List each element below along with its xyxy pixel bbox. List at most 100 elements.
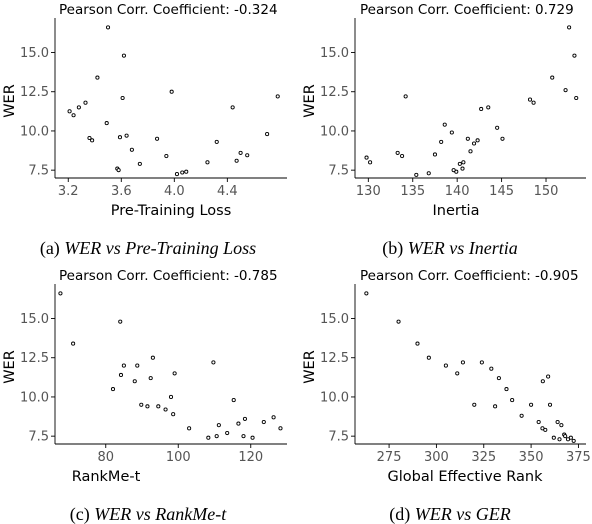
data-point (563, 434, 568, 439)
y-axis-label: WER (302, 84, 318, 118)
data-point (510, 398, 515, 403)
y-tick-label: 12.5 (320, 85, 349, 100)
data-point (174, 172, 180, 177)
caption: (d) WER vs GER (389, 504, 510, 524)
x-tick-label: 300 (424, 450, 449, 465)
y-tick-label: 15.0 (20, 312, 49, 327)
data-point (555, 419, 560, 425)
data-point (156, 404, 161, 409)
plot-area: 7.5 10.0 12.5 15.0 3.2 3.6 4.0 4.4 (20, 18, 287, 199)
data-point (135, 363, 140, 368)
data-point (139, 402, 144, 407)
panel-d: Pearson Corr. Coefficient: -0.905 WER Gl… (302, 268, 591, 524)
x-tick-label: 135 (400, 184, 425, 199)
data-point (364, 291, 369, 296)
plot-area: 7.5 10.0 12.5 15.0 80 100 120 (20, 284, 287, 465)
data-point (184, 169, 189, 174)
data-point (500, 136, 505, 141)
data-point (504, 387, 509, 392)
data-point (261, 419, 266, 425)
data-point (67, 109, 72, 114)
x-tick-label: 100 (166, 450, 191, 465)
data-point (574, 95, 579, 101)
y-tick-label: 7.5 (28, 430, 49, 445)
data-point (206, 435, 211, 440)
data-point (148, 376, 153, 381)
panel-title: Pearson Corr. Coefficient: -0.324 (59, 2, 278, 18)
data-point (105, 25, 111, 30)
data-point (187, 426, 192, 431)
caption-label: (c) (70, 504, 90, 524)
data-point (468, 149, 473, 154)
data-point (546, 374, 551, 379)
y-tick-label: 12.5 (20, 85, 49, 100)
x-tick-label: 4.4 (217, 184, 238, 199)
data-point (557, 437, 562, 442)
x-axis-label: Global Effective Rank (388, 469, 544, 485)
data-point (118, 319, 123, 324)
data-point (443, 363, 448, 368)
data-point (265, 132, 270, 137)
x-tick-label: 275 (377, 450, 402, 465)
data-point (118, 372, 124, 378)
data-point (95, 75, 100, 80)
data-point (242, 416, 247, 421)
data-point (460, 166, 465, 171)
data-point (90, 138, 95, 143)
data-point (129, 147, 134, 152)
data-point (495, 125, 500, 130)
data-point (442, 122, 447, 127)
caption-text: WER vs GER (415, 504, 511, 524)
data-point (479, 360, 484, 365)
x-tick-label: 140 (445, 184, 470, 199)
data-point (567, 25, 572, 30)
y-tick-label: 7.5 (328, 430, 349, 445)
data-point (278, 426, 283, 431)
panel-title: Pearson Corr. Coefficient: -0.785 (59, 268, 278, 284)
caption-text: WER vs RankMe-t (94, 504, 227, 524)
data-point (455, 371, 460, 376)
data-point (364, 155, 369, 160)
data-point (168, 394, 174, 399)
data-point (472, 141, 477, 146)
data-point (396, 319, 401, 324)
data-point (76, 105, 81, 110)
data-point (451, 168, 456, 173)
x-tick-label: 3.2 (58, 184, 79, 199)
panel-b: Pearson Corr. Coefficient: 0.729 WER Ine… (302, 2, 586, 259)
data-point (172, 371, 177, 376)
data-point (121, 53, 126, 58)
data-point (461, 160, 466, 165)
x-tick-label: 150 (534, 184, 559, 199)
y-axis-label: WER (302, 350, 318, 384)
caption: (a) WER vs Pre-Training Loss (40, 238, 256, 259)
data-point (489, 366, 494, 371)
x-tick-label: 325 (471, 450, 496, 465)
data-point (550, 75, 555, 80)
data-point (245, 153, 250, 158)
y-axis-label: WER (2, 84, 18, 118)
data-point (241, 434, 246, 439)
data-point (400, 153, 405, 159)
data-point (460, 360, 465, 365)
panel-title: Pearson Corr. Coefficient: -0.905 (360, 268, 579, 284)
plot-area: 7.5 10.0 12.5 15.0 130 135 140 145 150 (320, 18, 586, 199)
data-point (395, 150, 400, 155)
data-point (150, 355, 155, 360)
data-point (214, 434, 219, 439)
data-point (540, 379, 545, 384)
caption-label: (b) (382, 238, 403, 259)
x-tick-label: 375 (566, 450, 591, 465)
panel-a: Pearson Corr. Coefficient: -0.324 WER Pr… (2, 2, 287, 259)
x-axis-label: RankMe-t (72, 469, 141, 485)
data-point (211, 360, 216, 365)
panel-title: Pearson Corr. Coefficient: 0.729 (360, 2, 574, 18)
data-point (271, 415, 276, 420)
panel-c: Pearson Corr. Coefficient: -0.785 WER Ra… (2, 268, 287, 524)
data-point (171, 412, 176, 417)
caption-text: WER vs Pre-Training Loss (64, 238, 256, 258)
data-point (496, 376, 501, 381)
data-point (426, 171, 431, 176)
y-axis-label: WER (2, 350, 18, 384)
data-point (205, 160, 210, 165)
